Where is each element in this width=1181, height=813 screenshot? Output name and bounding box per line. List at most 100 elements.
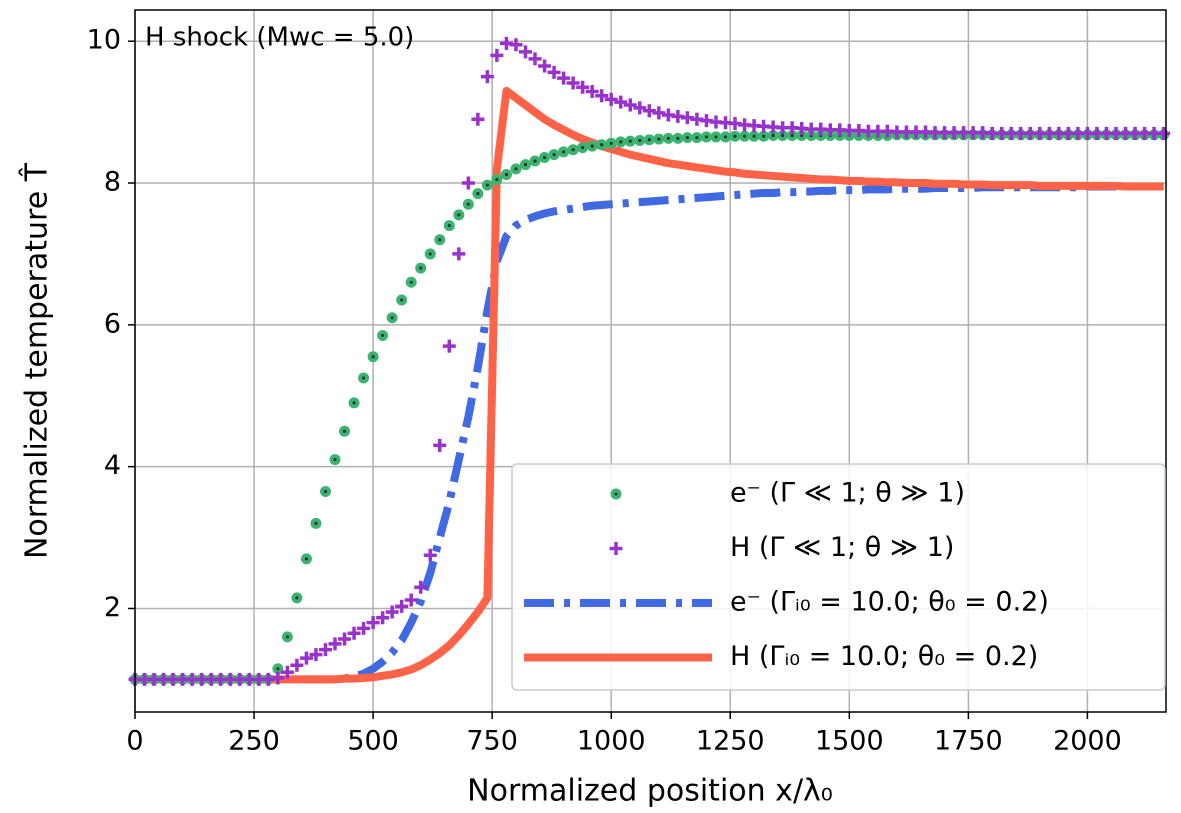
marker-center: [762, 134, 766, 138]
data-point: [653, 133, 665, 145]
marker-center: [742, 134, 747, 138]
data-point: [596, 139, 608, 151]
axes-frame: [134, 9, 1167, 713]
x-tick-label: 1250: [696, 726, 765, 757]
data-point: [758, 130, 770, 142]
data-point: [328, 637, 342, 651]
marker-center: [314, 521, 318, 525]
y-tick-label: 4: [104, 450, 121, 481]
data-point: [481, 179, 493, 191]
data-point: [586, 140, 598, 152]
marker-center: [400, 298, 404, 302]
data-point: [519, 159, 531, 171]
data-point: [510, 163, 522, 175]
data-point: [281, 631, 293, 643]
data-point: [615, 136, 627, 148]
data-point: [291, 592, 303, 604]
data-point: [614, 95, 628, 109]
data-point: [461, 176, 475, 190]
data-point: [414, 580, 428, 594]
data-point: [700, 131, 712, 143]
y-tick-label: 8: [104, 167, 121, 198]
marker-center: [523, 162, 528, 167]
data-point: [566, 76, 580, 90]
data-point: [529, 155, 541, 167]
data-point: [329, 454, 341, 466]
marker-center: [390, 316, 394, 320]
data-point: [691, 132, 703, 144]
marker-center: [533, 159, 537, 163]
data-point: [748, 130, 760, 142]
marker-center: [685, 136, 690, 140]
data-point: [777, 130, 789, 142]
y-tick-label: 6: [104, 308, 121, 339]
data-point: [424, 248, 436, 260]
data-point: [595, 89, 609, 103]
marker-center: [323, 489, 328, 494]
data-point: [385, 605, 399, 619]
data-point: [585, 85, 599, 99]
marker-center: [628, 139, 632, 143]
marker-center: [276, 667, 280, 671]
data-point: [528, 52, 542, 66]
marker-center: [371, 355, 375, 359]
marker-center: [590, 144, 594, 148]
marker-center: [781, 133, 785, 138]
data-point: [681, 132, 693, 144]
data-point: [720, 131, 732, 143]
marker-center: [447, 223, 451, 228]
data-point: [348, 397, 360, 409]
data-point: [396, 294, 408, 306]
data-point: [538, 59, 552, 73]
data-point: [404, 593, 418, 607]
legend-label: e⁻ (Γ ≪ 1; θ ≫ 1): [730, 478, 965, 509]
y-axis-label: Normalized temperature T̂: [18, 162, 54, 559]
marker-center: [466, 202, 470, 206]
data-point: [633, 101, 647, 115]
data-line: [135, 86, 1164, 684]
marker-center: [485, 183, 489, 187]
marker-center: [495, 177, 499, 182]
data-point: [443, 220, 455, 232]
data-point: [739, 130, 751, 142]
data-point: [567, 144, 579, 156]
marker-center: [552, 153, 556, 157]
data-point: [280, 665, 294, 679]
data-point: [271, 671, 285, 685]
data-point: [500, 169, 512, 181]
marker-center: [476, 192, 480, 196]
marker-center: [666, 136, 670, 140]
data-point: [490, 48, 504, 62]
data-point: [767, 130, 779, 142]
x-tick-label: 1500: [815, 726, 884, 757]
data-point: [604, 92, 618, 106]
x-tick-label: 250: [228, 726, 280, 757]
data-point: [509, 38, 523, 52]
data-point: [405, 276, 417, 288]
data-point: [338, 632, 352, 646]
data-point: [729, 130, 741, 142]
marker-center: [409, 280, 413, 284]
data-point: [577, 142, 589, 154]
x-tick-label: 2000: [1053, 726, 1122, 757]
data-point: [357, 621, 371, 635]
marker-center: [381, 333, 385, 338]
data-point: [319, 485, 331, 497]
data-point: [1157, 126, 1171, 140]
data-point: [452, 247, 466, 261]
marker-center: [285, 635, 289, 639]
marker-center: [504, 172, 509, 177]
data-point: [471, 112, 485, 126]
data-point: [358, 372, 370, 384]
data-point: [472, 188, 484, 200]
data-point: [433, 438, 447, 452]
data-point: [558, 146, 570, 158]
chart-title: H shock (Mwc = 5.0): [145, 23, 414, 53]
marker-center: [771, 133, 775, 138]
data-point: [453, 209, 465, 221]
data-point: [299, 651, 313, 665]
marker-center: [304, 557, 309, 561]
data-point: [557, 71, 571, 85]
data-point: [662, 132, 674, 144]
marker-center: [542, 155, 547, 160]
